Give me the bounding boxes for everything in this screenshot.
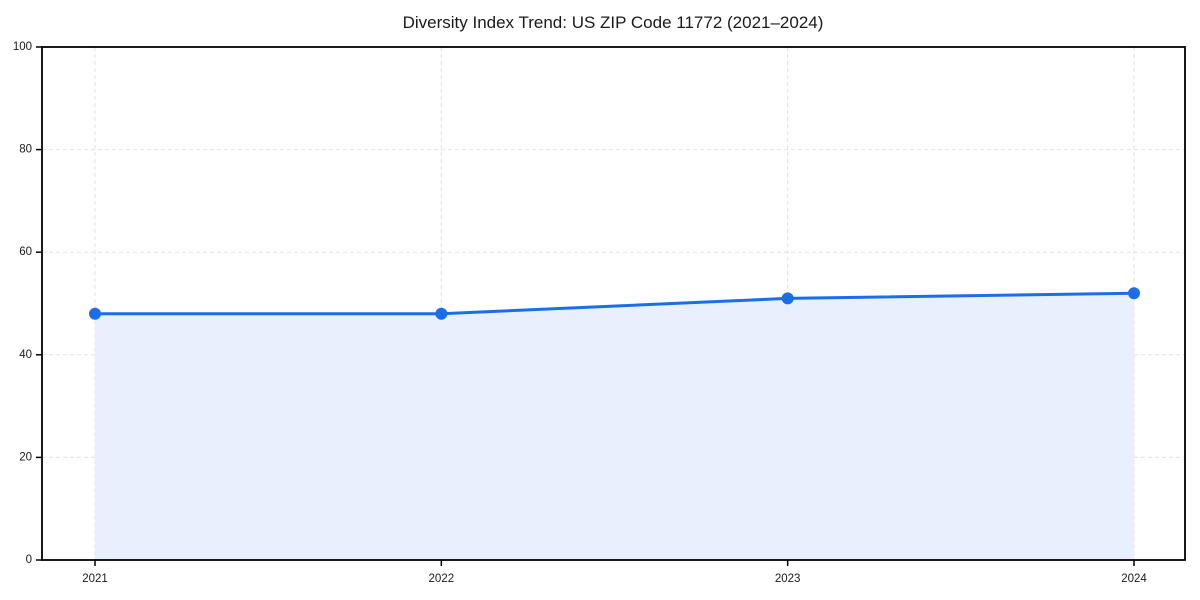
data-point: [89, 307, 101, 320]
area-fill-shape: [95, 293, 1134, 560]
y-tick-label: 100: [13, 41, 32, 53]
trend-line: [93, 291, 1136, 316]
plot-border: [41, 46, 1186, 561]
trend-line-path: [93, 291, 1136, 316]
plot-frame: [41, 46, 1186, 561]
x-tick-label: 2021: [82, 573, 108, 585]
chart-title: Diversity Index Trend: US ZIP Code 11772…: [403, 13, 824, 32]
data-point: [435, 307, 448, 320]
x-tick-label: 2024: [1121, 573, 1147, 585]
x-tick-label: 2022: [429, 573, 455, 585]
y-tick-label: 80: [19, 144, 32, 156]
y-tick-label: 60: [19, 246, 32, 258]
y-tick-label: 0: [26, 554, 32, 566]
data-points: [89, 287, 1140, 320]
y-tick-label: 40: [19, 349, 32, 361]
data-point: [1128, 287, 1140, 300]
area-fill: [95, 293, 1134, 560]
axis-ticks-and-labels: 0 20 40 60 80 100 2021 2022 2023 2024: [13, 41, 1148, 585]
y-tick-label: 20: [19, 451, 32, 463]
x-tick-label: 2023: [775, 573, 801, 585]
data-point: [781, 292, 794, 305]
